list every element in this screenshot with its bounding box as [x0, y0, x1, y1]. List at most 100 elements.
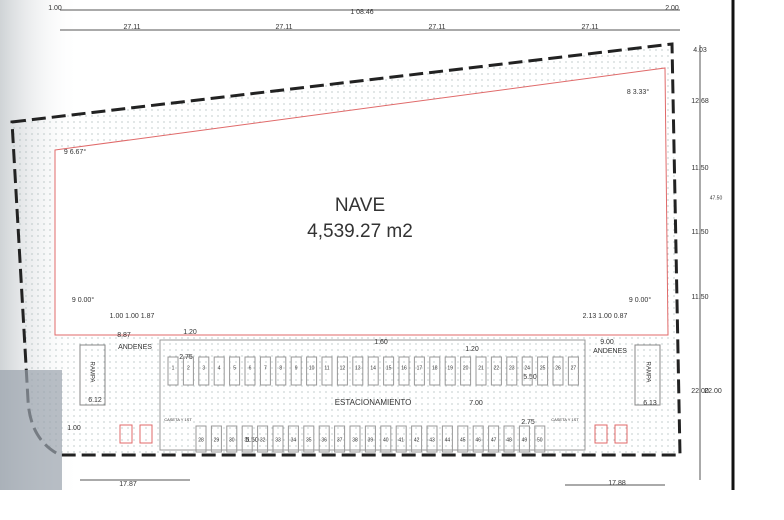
- parking-stall: [429, 356, 441, 386]
- ramp-label: RAMPA: [644, 362, 650, 383]
- stall-number: 41: [398, 437, 404, 443]
- stall-number: 4: [218, 365, 221, 371]
- stall-number: 39: [368, 437, 374, 443]
- dimension: 2.75: [521, 419, 535, 426]
- parking-stall: [213, 356, 225, 386]
- stall-number: 47: [491, 437, 497, 443]
- stall-number: 43: [429, 437, 435, 443]
- parking-stall: [472, 425, 484, 453]
- stall-number: 2: [187, 365, 190, 371]
- parking-stall: [349, 425, 361, 453]
- nave-area: 4,539.27 m2: [307, 221, 413, 242]
- parking-stall: [364, 425, 376, 453]
- dimension: 12.68: [691, 98, 709, 105]
- stall-number: 12: [340, 365, 346, 371]
- dock-label: ANDENES: [118, 344, 152, 351]
- parking-stall: [475, 356, 487, 386]
- dimension: 2.13 1.00 0.87: [583, 313, 628, 320]
- parking-stall: [241, 425, 253, 453]
- parking-stall: [506, 356, 518, 386]
- parking-stall: [367, 356, 379, 386]
- parking-stall: [457, 425, 469, 453]
- dimension: 1.00: [48, 5, 62, 12]
- angle: 9 0.00°: [72, 296, 94, 304]
- dimension: 17.88: [608, 480, 626, 487]
- stall-number: 26: [555, 365, 561, 371]
- parking-stall: [272, 425, 284, 453]
- stall-number: 34: [291, 437, 297, 443]
- stall-number: 31: [244, 437, 250, 443]
- parking-stall: [287, 425, 299, 453]
- dimension: 11.50: [692, 165, 709, 172]
- parking-stall: [306, 356, 318, 386]
- stall-number: 20: [463, 365, 469, 371]
- ramp: [79, 344, 106, 406]
- stall-number: 15: [386, 365, 392, 371]
- dimension: 1.60: [374, 339, 388, 346]
- dimension: 11.50: [692, 294, 709, 301]
- stall-number: 30: [229, 437, 235, 443]
- dimension: 27.11: [582, 24, 599, 31]
- parking-label: ESTACIONAMIENTO: [335, 398, 412, 407]
- parking-stall: [413, 356, 425, 386]
- dimension: 1.20: [465, 346, 479, 353]
- parking-stall: [210, 425, 222, 453]
- stall-number: 6: [249, 365, 252, 371]
- parking-stall: [244, 356, 256, 386]
- building-outline: [54, 67, 669, 336]
- parking-stall: [444, 356, 456, 386]
- stall-number: 22: [494, 365, 500, 371]
- parking-stall: [395, 425, 407, 453]
- stall-number: 50: [537, 437, 543, 443]
- dimension: 8.87: [117, 332, 131, 339]
- stall-number: 11: [324, 365, 329, 371]
- stall-number: 49: [522, 437, 528, 443]
- dimension: 6.12: [88, 397, 102, 404]
- parking-stall: [303, 425, 315, 453]
- parking-stall: [318, 425, 330, 453]
- dimension: 9.00: [600, 339, 614, 346]
- stall-number: 36: [321, 437, 327, 443]
- parking-stall: [398, 356, 410, 386]
- ramp: [634, 344, 661, 406]
- parking-stall: [441, 425, 453, 453]
- stall-number: 1: [172, 365, 175, 371]
- parking-stall: [352, 356, 364, 386]
- stall-number: 38: [352, 437, 358, 443]
- gate-label: CASETA Y 1ST: [551, 417, 579, 422]
- parking-stall: [534, 425, 546, 453]
- stall-number: 45: [460, 437, 466, 443]
- dimension: 2.00: [665, 5, 679, 12]
- parking-stall: [490, 356, 502, 386]
- dimension: 22.00: [704, 388, 722, 395]
- angle: 9 6.67°: [64, 148, 86, 156]
- angle: 8 3.33°: [627, 88, 649, 96]
- stall-number: 29: [214, 437, 220, 443]
- dimension: 47.50: [710, 195, 723, 201]
- parking-stall: [426, 425, 438, 453]
- parking-stall: [229, 356, 241, 386]
- parking-stall: [518, 425, 530, 453]
- parking-stall: [488, 425, 500, 453]
- parking-stall: [552, 356, 564, 386]
- parking-stall: [198, 356, 210, 386]
- nave-label: NAVE: [335, 195, 385, 216]
- stall-number: 44: [445, 437, 451, 443]
- stall-number: 48: [506, 437, 512, 443]
- stall-number: 37: [337, 437, 343, 443]
- dimension: 6.13: [643, 400, 657, 407]
- stall-number: 16: [401, 365, 407, 371]
- dimension: 1.00 1.00 1.87: [110, 313, 155, 320]
- dimension: 22.00: [691, 388, 709, 395]
- angle: 9 0.00°: [629, 296, 651, 304]
- parking-stall: [257, 425, 269, 453]
- parking-stall: [321, 356, 333, 386]
- parking-stall: [259, 356, 271, 386]
- dimension: 27.11: [429, 24, 446, 31]
- parking-stall: [567, 356, 579, 386]
- stall-number: 3: [202, 365, 205, 371]
- parking-stall: [290, 356, 302, 386]
- dock-label: ANDENES: [593, 348, 627, 355]
- parking-stall: [226, 425, 238, 453]
